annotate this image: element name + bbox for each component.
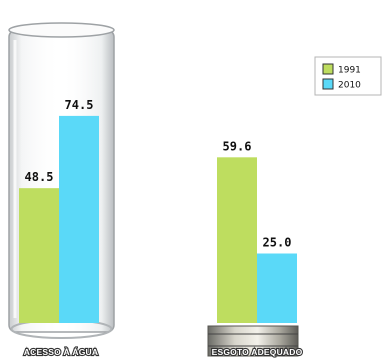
- legend-box: [314, 56, 382, 96]
- bar-2010-2: [257, 253, 297, 323]
- bar-1991-1: [19, 188, 59, 323]
- legend-label-1991: 1991: [338, 66, 361, 76]
- bar-2010-1: [59, 115, 99, 323]
- value-label-2010-1: 74.5: [65, 98, 94, 112]
- category-label-1: ACESSO À ÁGUA: [24, 347, 98, 357]
- value-labels-layer: 48.5 59.6 74.5 25.0: [25, 98, 292, 250]
- category-labels-layer: ACESSO À ÁGUA ESGOTO ADEQUADO: [23, 346, 304, 358]
- legend-swatch-1991: [322, 63, 334, 75]
- value-label-1991-2: 59.6: [223, 139, 252, 153]
- value-label-2010-2: 25.0: [263, 236, 292, 250]
- value-label-1991-1: 48.5: [25, 170, 54, 184]
- legend-swatch-2010: [322, 78, 334, 90]
- bars-layer: [19, 115, 297, 323]
- legend-label-2010: 2010: [338, 81, 361, 91]
- legend: 1991 2010: [314, 56, 382, 96]
- bar-1991-2: [217, 157, 257, 323]
- category-label-2: ESGOTO ADEQUADO: [212, 347, 303, 357]
- pipe-illustration: [207, 325, 299, 357]
